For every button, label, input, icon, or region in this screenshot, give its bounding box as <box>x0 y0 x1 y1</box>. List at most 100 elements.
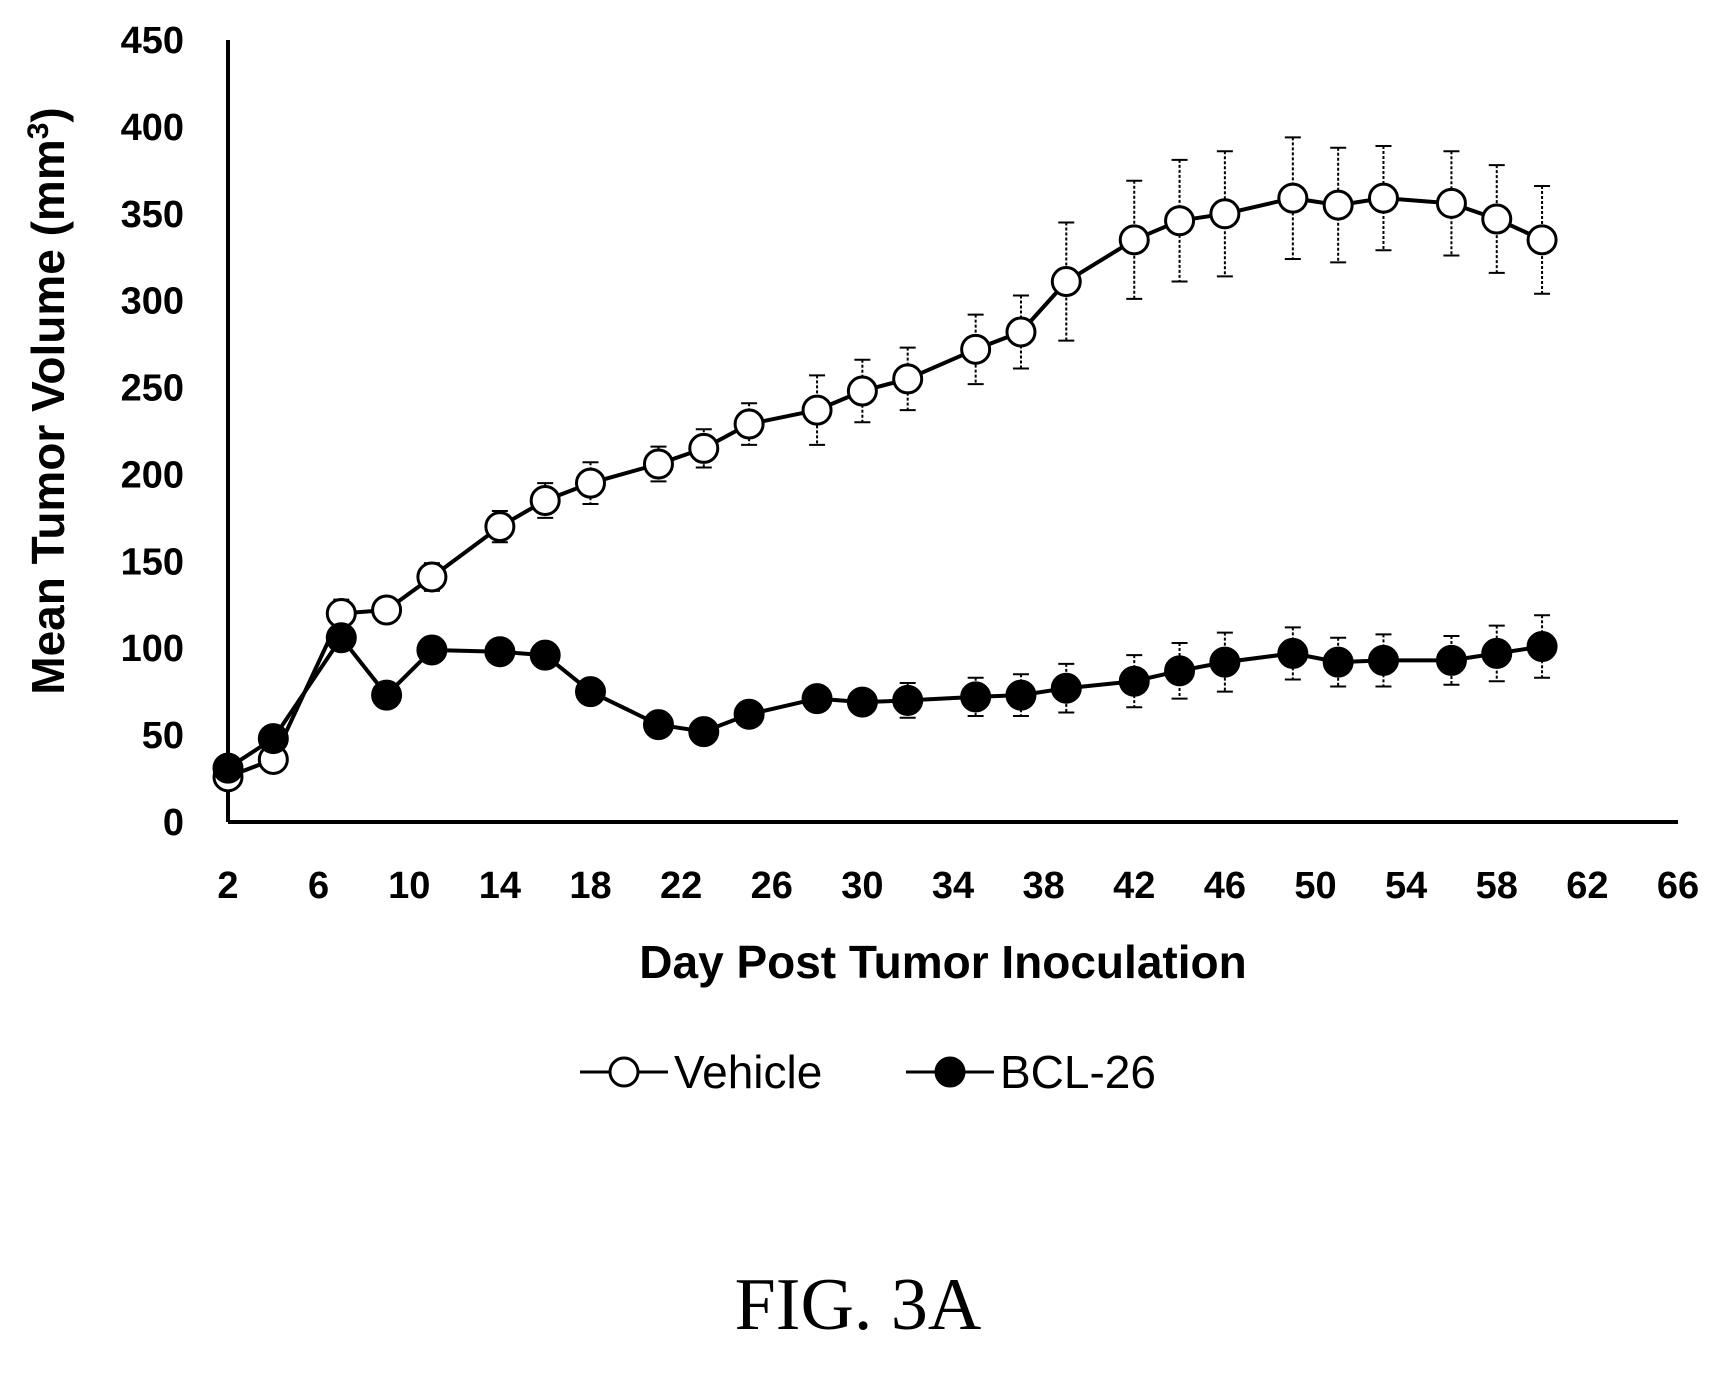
error-bar <box>1488 164 1505 274</box>
series-line-vehicle <box>227 196 1543 779</box>
x-tick-label: 54 <box>1385 865 1427 907</box>
data-point <box>575 676 606 708</box>
data-point <box>257 723 289 755</box>
data-point <box>1526 630 1558 662</box>
x-tick-label: 22 <box>660 865 702 907</box>
y-tick-labels: 0 50 100 150 200 250 300 350 400 450 <box>121 20 184 844</box>
legend-item-vehicle: Vehicle <box>580 1046 822 1098</box>
data-point <box>1481 637 1513 669</box>
data-point <box>1050 672 1082 704</box>
data-point <box>1005 316 1037 348</box>
data-point <box>1277 182 1309 214</box>
y-tick-label: 100 <box>121 628 184 670</box>
data-point <box>733 408 765 440</box>
x-axis-title: Day Post Tumor Inoculation <box>639 936 1246 988</box>
x-tick-label: 38 <box>1022 865 1064 907</box>
legend-item-bcl-26: BCL-26 <box>906 1046 1156 1098</box>
data-point <box>1164 655 1196 687</box>
x-tick-label: 2 <box>217 865 238 907</box>
x-tick-label: 58 <box>1476 865 1518 907</box>
y-axis-title-close: ) <box>22 107 74 122</box>
x-tick-label: 34 <box>932 865 974 907</box>
legend-marker-bcl-26 <box>934 1056 966 1088</box>
data-point <box>1367 644 1399 676</box>
data-point <box>1164 205 1196 237</box>
data-point <box>846 375 878 407</box>
series-vehicle <box>212 136 1558 793</box>
error-bar <box>1058 662 1075 714</box>
data-point <box>416 561 448 593</box>
x-tick-label: 10 <box>388 865 430 907</box>
y-axis-title-text: Mean Tumor Volume (mm <box>22 139 74 694</box>
x-tick-label: 66 <box>1657 865 1699 907</box>
error-bar <box>1126 179 1143 300</box>
data-point <box>325 622 357 654</box>
data-point <box>1118 665 1150 697</box>
x-tick-label: 42 <box>1113 865 1155 907</box>
data-point <box>688 716 720 748</box>
x-tick-label: 6 <box>308 865 329 907</box>
x-tick-labels: 2 6 10 14 18 22 26 30 34 38 42 46 50 54 58 62 66 <box>217 865 1699 907</box>
y-tick-label: 400 <box>121 107 184 149</box>
data-point <box>892 684 924 716</box>
data-point <box>1526 224 1558 256</box>
axes <box>226 40 1678 824</box>
data-point <box>1209 646 1241 678</box>
error-bar <box>1058 221 1075 342</box>
data-point <box>484 511 516 543</box>
data-point <box>212 752 244 784</box>
figure-caption: FIG. 3A <box>734 1264 982 1346</box>
data-point <box>846 686 878 718</box>
data-point <box>892 363 924 395</box>
data-point <box>1367 182 1399 214</box>
legend-label-vehicle: Vehicle <box>674 1046 822 1098</box>
data-point <box>371 594 403 626</box>
x-tick-label: 30 <box>841 865 883 907</box>
error-bar <box>1534 184 1551 295</box>
y-tick-label: 450 <box>121 20 184 62</box>
x-tick-label: 46 <box>1204 865 1246 907</box>
x-tick-label: 26 <box>751 865 793 907</box>
data-point <box>642 709 674 741</box>
x-tick-label: 62 <box>1566 865 1608 907</box>
legend-label-bcl-26: BCL-26 <box>1000 1046 1156 1098</box>
error-bar <box>1443 635 1460 686</box>
x-tick-label: 18 <box>569 865 611 907</box>
x-tick-label: 50 <box>1294 865 1336 907</box>
data-point <box>688 432 720 464</box>
data-point <box>484 636 516 668</box>
error-bar <box>1330 636 1347 688</box>
data-point <box>801 683 833 715</box>
y-axis-title: Mean Tumor Volume (mm3) <box>22 107 74 694</box>
data-point <box>1277 637 1309 669</box>
y-tick-label: 150 <box>121 541 184 583</box>
y-tick-label: 250 <box>121 368 184 410</box>
y-tick-label: 200 <box>121 454 184 496</box>
legend: Vehicle BCL-26 <box>580 1046 1156 1098</box>
data-point <box>801 394 833 426</box>
error-bar <box>1216 631 1233 693</box>
data-point <box>1209 198 1241 230</box>
data-point <box>1435 644 1467 676</box>
error-bar <box>967 313 984 386</box>
data-point <box>1005 679 1037 711</box>
data-point <box>1435 187 1467 219</box>
data-point <box>960 333 992 365</box>
data-point <box>1050 266 1082 298</box>
x-tick-label: 14 <box>479 865 521 907</box>
data-point <box>1481 203 1513 235</box>
y-tick-label: 0 <box>163 802 184 844</box>
data-point <box>529 639 561 671</box>
series-layer <box>212 136 1558 793</box>
data-point <box>642 448 674 480</box>
data-point <box>416 634 448 666</box>
data-point <box>1322 189 1354 221</box>
y-tick-label: 50 <box>142 715 184 757</box>
data-point <box>1322 646 1354 678</box>
data-point <box>733 698 765 730</box>
legend-marker-vehicle <box>608 1056 640 1088</box>
y-tick-label: 300 <box>121 281 184 323</box>
y-tick-label: 350 <box>121 194 184 236</box>
